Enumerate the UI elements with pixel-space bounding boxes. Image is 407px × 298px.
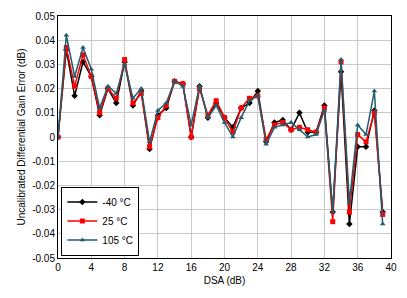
svg-text:16: 16 — [186, 262, 198, 273]
svg-text:0.05: 0.05 — [36, 11, 56, 22]
svg-text:40: 40 — [385, 262, 397, 273]
svg-text:36: 36 — [352, 262, 364, 273]
svg-text:4: 4 — [89, 262, 95, 273]
svg-text:28: 28 — [286, 262, 298, 273]
svg-text:-0.03: -0.03 — [32, 204, 55, 215]
svg-text:32: 32 — [319, 262, 331, 273]
svg-text:0.04: 0.04 — [36, 35, 56, 46]
svg-text:-0.05: -0.05 — [32, 253, 55, 264]
svg-text:Uncalibrated Differential Gain: Uncalibrated Differential Gain Error (dB… — [16, 48, 27, 225]
svg-text:-0.04: -0.04 — [32, 228, 55, 239]
svg-text:8: 8 — [122, 262, 128, 273]
svg-text:105 °C: 105 °C — [102, 235, 133, 246]
svg-text:20: 20 — [219, 262, 231, 273]
svg-text:0.03: 0.03 — [36, 59, 56, 70]
svg-text:24: 24 — [252, 262, 264, 273]
svg-text:DSA (dB): DSA (dB) — [204, 275, 246, 286]
svg-text:0.01: 0.01 — [36, 107, 56, 118]
svg-text:12: 12 — [152, 262, 164, 273]
svg-text:0.02: 0.02 — [36, 83, 56, 94]
svg-text:0: 0 — [55, 262, 61, 273]
svg-text:0: 0 — [49, 132, 55, 143]
svg-text:-0.01: -0.01 — [32, 156, 55, 167]
svg-text:-0.02: -0.02 — [32, 180, 55, 191]
svg-text:-40 °C: -40 °C — [102, 197, 130, 208]
svg-text:25 °C: 25 °C — [102, 216, 127, 227]
